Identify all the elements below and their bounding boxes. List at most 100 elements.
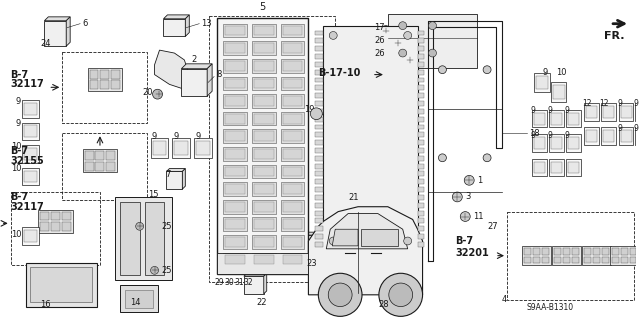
Bar [316, 46, 323, 51]
Bar [316, 226, 323, 231]
Bar [252, 253, 276, 266]
Circle shape [404, 55, 415, 65]
Text: 26: 26 [374, 36, 385, 45]
Bar [283, 131, 303, 141]
Circle shape [136, 222, 143, 230]
Circle shape [464, 175, 474, 185]
Bar [252, 59, 276, 73]
Bar [418, 148, 424, 153]
Bar [106, 151, 115, 160]
Bar [316, 179, 323, 184]
Bar [84, 151, 93, 160]
Bar [181, 69, 207, 96]
Bar [175, 141, 188, 155]
Text: 15: 15 [148, 189, 158, 198]
Text: 9: 9 [634, 100, 639, 108]
Bar [163, 19, 186, 36]
Text: 9: 9 [617, 100, 622, 108]
Bar [225, 131, 245, 141]
Bar [316, 156, 323, 161]
Bar [280, 24, 305, 37]
Bar [22, 167, 40, 185]
Text: 9: 9 [173, 132, 179, 141]
Bar [549, 134, 564, 152]
Bar [280, 235, 305, 249]
Bar [283, 96, 303, 106]
Bar [254, 131, 274, 141]
Bar [254, 237, 274, 247]
Bar [621, 106, 632, 118]
Text: 32201: 32201 [455, 248, 489, 258]
Bar [145, 202, 164, 275]
Polygon shape [66, 17, 70, 46]
Text: 2: 2 [191, 56, 196, 64]
Bar [316, 164, 323, 168]
Bar [316, 70, 323, 75]
Text: 19: 19 [305, 105, 315, 114]
Bar [534, 162, 545, 174]
Bar [418, 195, 424, 200]
Polygon shape [361, 229, 397, 246]
Bar [24, 171, 37, 182]
Bar [418, 38, 424, 43]
Bar [223, 130, 247, 143]
Bar [252, 77, 276, 90]
Circle shape [452, 192, 462, 202]
Bar [225, 149, 245, 159]
Text: 28: 28 [378, 300, 388, 309]
Bar [22, 227, 40, 245]
Bar [24, 125, 37, 137]
Bar [244, 276, 264, 294]
Bar [38, 210, 73, 233]
Text: 21: 21 [348, 193, 358, 202]
Bar [619, 103, 634, 121]
Bar [418, 31, 424, 35]
Text: 20: 20 [143, 88, 153, 97]
Bar [630, 248, 636, 255]
Polygon shape [244, 273, 267, 276]
Bar [84, 162, 93, 171]
Bar [418, 187, 424, 192]
Bar [316, 54, 323, 59]
Bar [254, 202, 274, 211]
Bar [283, 43, 303, 53]
Bar [225, 184, 245, 194]
Bar [280, 165, 305, 178]
Text: 11: 11 [473, 212, 484, 221]
Bar [26, 263, 97, 307]
Bar [507, 211, 634, 300]
Bar [223, 218, 247, 231]
Circle shape [404, 237, 412, 245]
Bar [316, 242, 323, 247]
Bar [584, 257, 591, 263]
Bar [225, 96, 245, 106]
Bar [225, 167, 245, 176]
Text: 24: 24 [40, 39, 51, 48]
Bar [418, 46, 424, 51]
Text: 10: 10 [556, 68, 567, 77]
Bar [418, 156, 424, 161]
Circle shape [152, 89, 163, 99]
Bar [106, 162, 115, 171]
Text: 9: 9 [548, 131, 552, 140]
Bar [593, 257, 600, 263]
Bar [223, 165, 247, 178]
Bar [586, 106, 596, 118]
Bar [252, 235, 276, 249]
Bar [95, 162, 104, 171]
Bar [621, 248, 628, 255]
Bar [563, 257, 570, 263]
Text: 3: 3 [465, 192, 470, 201]
Text: B-7: B-7 [455, 236, 474, 246]
Text: 16: 16 [40, 300, 51, 309]
Text: 9: 9 [15, 98, 21, 107]
Circle shape [438, 154, 446, 162]
Bar [11, 192, 100, 265]
Bar [283, 219, 303, 229]
Text: 31: 31 [234, 278, 244, 286]
Bar [316, 78, 323, 82]
Bar [612, 248, 619, 255]
Circle shape [404, 32, 412, 39]
Bar [532, 110, 547, 128]
Bar [150, 138, 168, 158]
